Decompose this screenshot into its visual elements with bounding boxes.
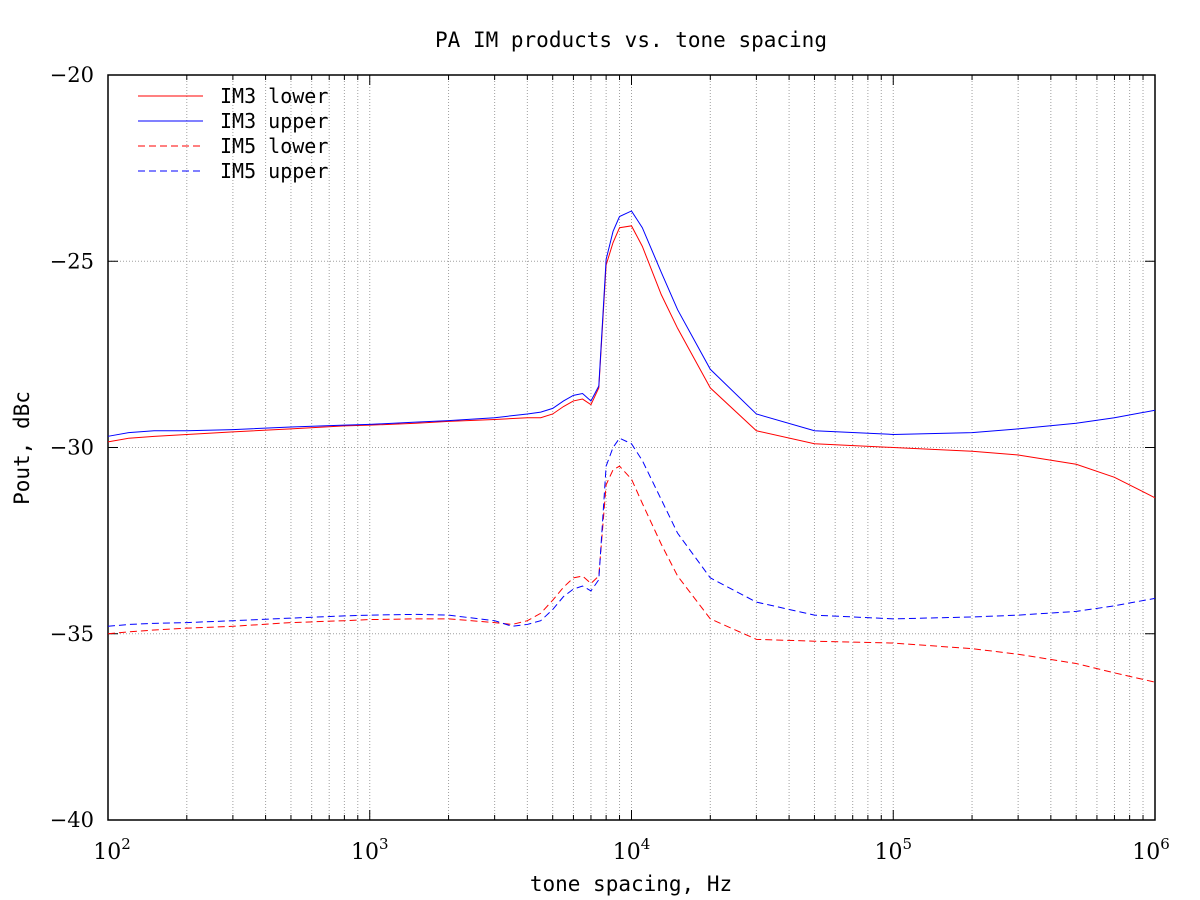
y-tick-label: −40 [50, 808, 94, 832]
x-tick-label: 106 [1132, 835, 1170, 865]
x-tick-label: 104 [613, 835, 651, 865]
series-line-im5-lower [107, 465, 1156, 683]
y-tick-label: −35 [50, 622, 94, 646]
series-line-im3-lower [107, 225, 1156, 499]
x-tick-label: 103 [351, 835, 389, 865]
legend-label: IM3 lower [220, 84, 328, 108]
x-tick-label: 102 [93, 835, 131, 865]
chart-title: PA IM products vs. tone spacing [435, 28, 827, 52]
tick-layer [107, 74, 1156, 821]
legend-label: IM5 upper [220, 159, 328, 183]
x-axis-label: tone spacing, Hz [530, 872, 732, 896]
label-layer: −20 −25 −30 −35 −40 102 103 104 105 106 [50, 63, 1170, 865]
y-tick-label: −20 [50, 63, 94, 87]
series-line-im3-upper [107, 210, 1156, 437]
y-axis-label: Pout, dBc [10, 391, 34, 505]
y-tick-label: −25 [50, 249, 94, 273]
grid-layer [108, 75, 1155, 820]
legend-label: IM3 upper [220, 109, 328, 133]
series-layer [107, 210, 1156, 683]
x-tick-label: 105 [874, 835, 912, 865]
series-line-im5-upper [107, 437, 1156, 627]
y-tick-label: −30 [50, 436, 94, 460]
legend-label: IM5 lower [220, 134, 328, 158]
